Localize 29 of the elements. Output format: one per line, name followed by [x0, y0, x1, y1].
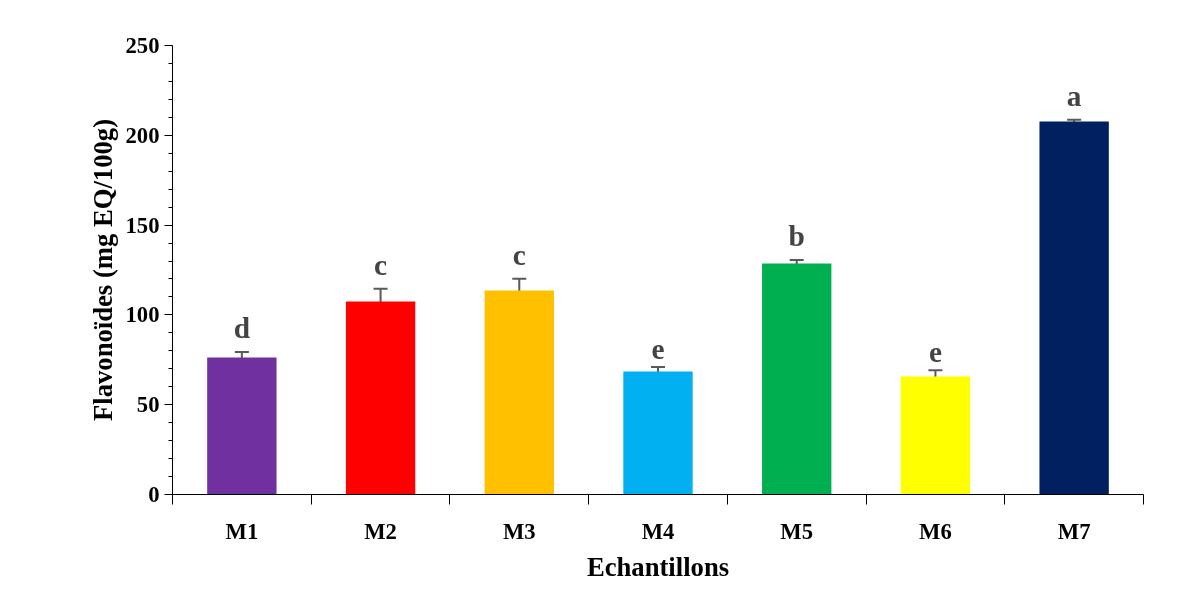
x-tick-label: M1 [225, 518, 259, 544]
y-tick-label: 50 [136, 392, 160, 418]
x-tick-label: M6 [919, 518, 952, 544]
x-tick-label: M3 [502, 518, 536, 544]
x-axis-title: Echantillons [586, 551, 730, 582]
bar [623, 371, 693, 495]
y-tick-label: 250 [125, 33, 160, 58]
x-tick-label: M7 [1057, 518, 1091, 544]
annotation: e [651, 332, 665, 365]
annotation: d [233, 312, 251, 345]
y-tick-label: 200 [125, 122, 160, 148]
y-tick-label: 150 [125, 212, 160, 238]
annotation: c [512, 238, 526, 271]
bar [762, 263, 832, 495]
bar [484, 290, 554, 495]
y-tick-label: 100 [125, 302, 160, 328]
annotation: b [788, 219, 805, 252]
y-tick-label: 0 [148, 482, 160, 507]
bar [345, 301, 416, 495]
x-tick-label: M5 [780, 518, 814, 544]
x-tick-label: M4 [641, 518, 675, 544]
bar [1039, 121, 1109, 495]
y-axis-title: Flavonoïdes (mg EQ/100g) [87, 118, 118, 422]
x-tick-label: M2 [364, 518, 397, 544]
annotation: e [928, 336, 942, 369]
bar [207, 357, 277, 495]
bar [900, 376, 971, 495]
annotation: c [374, 248, 388, 281]
annotation: a [1066, 79, 1082, 112]
